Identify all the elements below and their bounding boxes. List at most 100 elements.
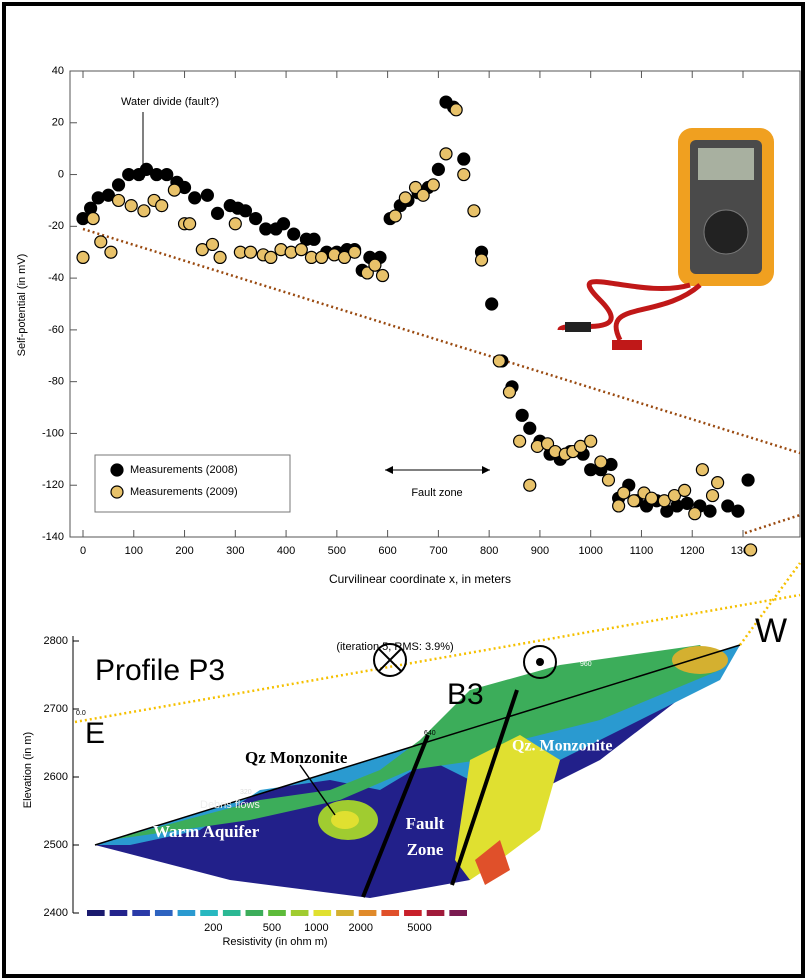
point	[288, 228, 300, 240]
colorbar-label: Resistivity (in ohm m)	[222, 936, 327, 948]
point	[450, 104, 462, 116]
x-axis-label: Curvilinear coordinate x, in meters	[329, 572, 511, 586]
distance-label: 640	[424, 730, 436, 737]
point	[595, 456, 607, 468]
annotation: Zone	[407, 840, 444, 859]
y-tick-label: -80	[48, 376, 64, 388]
point	[250, 213, 262, 225]
point	[156, 200, 168, 212]
x-tick-label: 300	[226, 545, 244, 557]
x-tick-label: 800	[480, 545, 498, 557]
annotation: Fault zone	[411, 487, 462, 499]
point	[214, 251, 226, 263]
distance-label: 960	[580, 661, 592, 668]
point	[618, 487, 630, 499]
point	[440, 148, 452, 160]
colorbar-swatch	[200, 910, 218, 916]
point	[184, 218, 196, 230]
point	[524, 422, 536, 434]
point	[389, 210, 401, 222]
point	[613, 500, 625, 512]
x-tick-label: 1100	[630, 545, 654, 557]
point	[468, 205, 480, 217]
point	[265, 251, 277, 263]
colorbar-swatch	[87, 910, 105, 916]
point	[95, 236, 107, 248]
point	[212, 207, 224, 219]
y-axis-label: Self-potential (in mV)	[16, 254, 28, 357]
y-tick-label: 2700	[44, 703, 68, 715]
point	[206, 238, 218, 250]
point	[349, 246, 361, 258]
y-tick-label: 2500	[44, 839, 68, 851]
y-axis-label: Elevation (in m)	[22, 732, 34, 808]
y-tick-label: 20	[52, 117, 64, 129]
point	[585, 435, 597, 447]
point	[369, 259, 381, 271]
point	[432, 163, 444, 175]
point	[628, 495, 640, 507]
x-tick-label: 600	[378, 545, 396, 557]
colorbar-swatch	[155, 910, 173, 916]
colorbar-swatch	[110, 910, 128, 916]
y-tick-label: -40	[48, 272, 64, 284]
point	[516, 409, 528, 421]
point	[377, 270, 389, 282]
point	[602, 474, 614, 486]
colorbar-swatch	[449, 910, 467, 916]
point	[239, 205, 251, 217]
colorbar-swatch	[246, 910, 264, 916]
x-tick-label: 900	[531, 545, 549, 557]
annotation: Debris flows	[200, 799, 260, 811]
point	[476, 254, 488, 266]
point	[161, 169, 173, 181]
point	[189, 192, 201, 204]
colorbar-tick-label: 2000	[349, 922, 373, 934]
point	[681, 497, 693, 509]
point	[707, 490, 719, 502]
x-tick-label: 700	[429, 545, 447, 557]
colorbar-swatch	[268, 910, 286, 916]
colorbar-tick-label: 5000	[407, 922, 431, 934]
colorbar-swatch	[132, 910, 150, 916]
x-tick-label: 1000	[578, 545, 602, 557]
legend-marker	[111, 464, 123, 476]
y-tick-label: 2800	[44, 635, 68, 647]
point	[486, 298, 498, 310]
section-title: Profile P3	[95, 654, 225, 687]
figure: Self-potential (in mV) Curvilinear coord…	[0, 0, 807, 980]
point	[201, 189, 213, 201]
annotation: Qz Monzonite	[245, 748, 348, 767]
annotation: Water divide (fault?)	[121, 96, 219, 108]
colorbar-swatch	[381, 910, 399, 916]
point	[696, 464, 708, 476]
legend-marker	[111, 486, 123, 498]
distance-label: 0.0	[76, 710, 86, 717]
legend-label: Measurements (2009)	[130, 486, 238, 498]
annotation: W	[755, 612, 787, 650]
point	[417, 189, 429, 201]
point	[679, 484, 691, 496]
colorbar-tick-label: 1000	[304, 922, 328, 934]
point	[745, 544, 757, 556]
point	[427, 179, 439, 191]
point	[458, 169, 470, 181]
y-tick-label: -120	[42, 479, 64, 491]
y-tick-label: 2400	[44, 907, 68, 919]
colorbar-tick-label: 500	[263, 922, 281, 934]
y-tick-label: 40	[52, 65, 64, 77]
point	[689, 508, 701, 520]
point	[732, 505, 744, 517]
point	[712, 477, 724, 489]
annotation: Qz. Monzonite	[512, 738, 612, 755]
annotation: Warm Aquifer	[153, 822, 260, 841]
colorbar-swatch	[291, 910, 309, 916]
point	[113, 179, 125, 191]
point	[295, 244, 307, 256]
y-tick-label: -60	[48, 324, 64, 336]
point	[646, 492, 658, 504]
colorbar-swatch	[223, 910, 241, 916]
x-tick-label: 1200	[680, 545, 704, 557]
point	[308, 233, 320, 245]
point	[503, 386, 515, 398]
